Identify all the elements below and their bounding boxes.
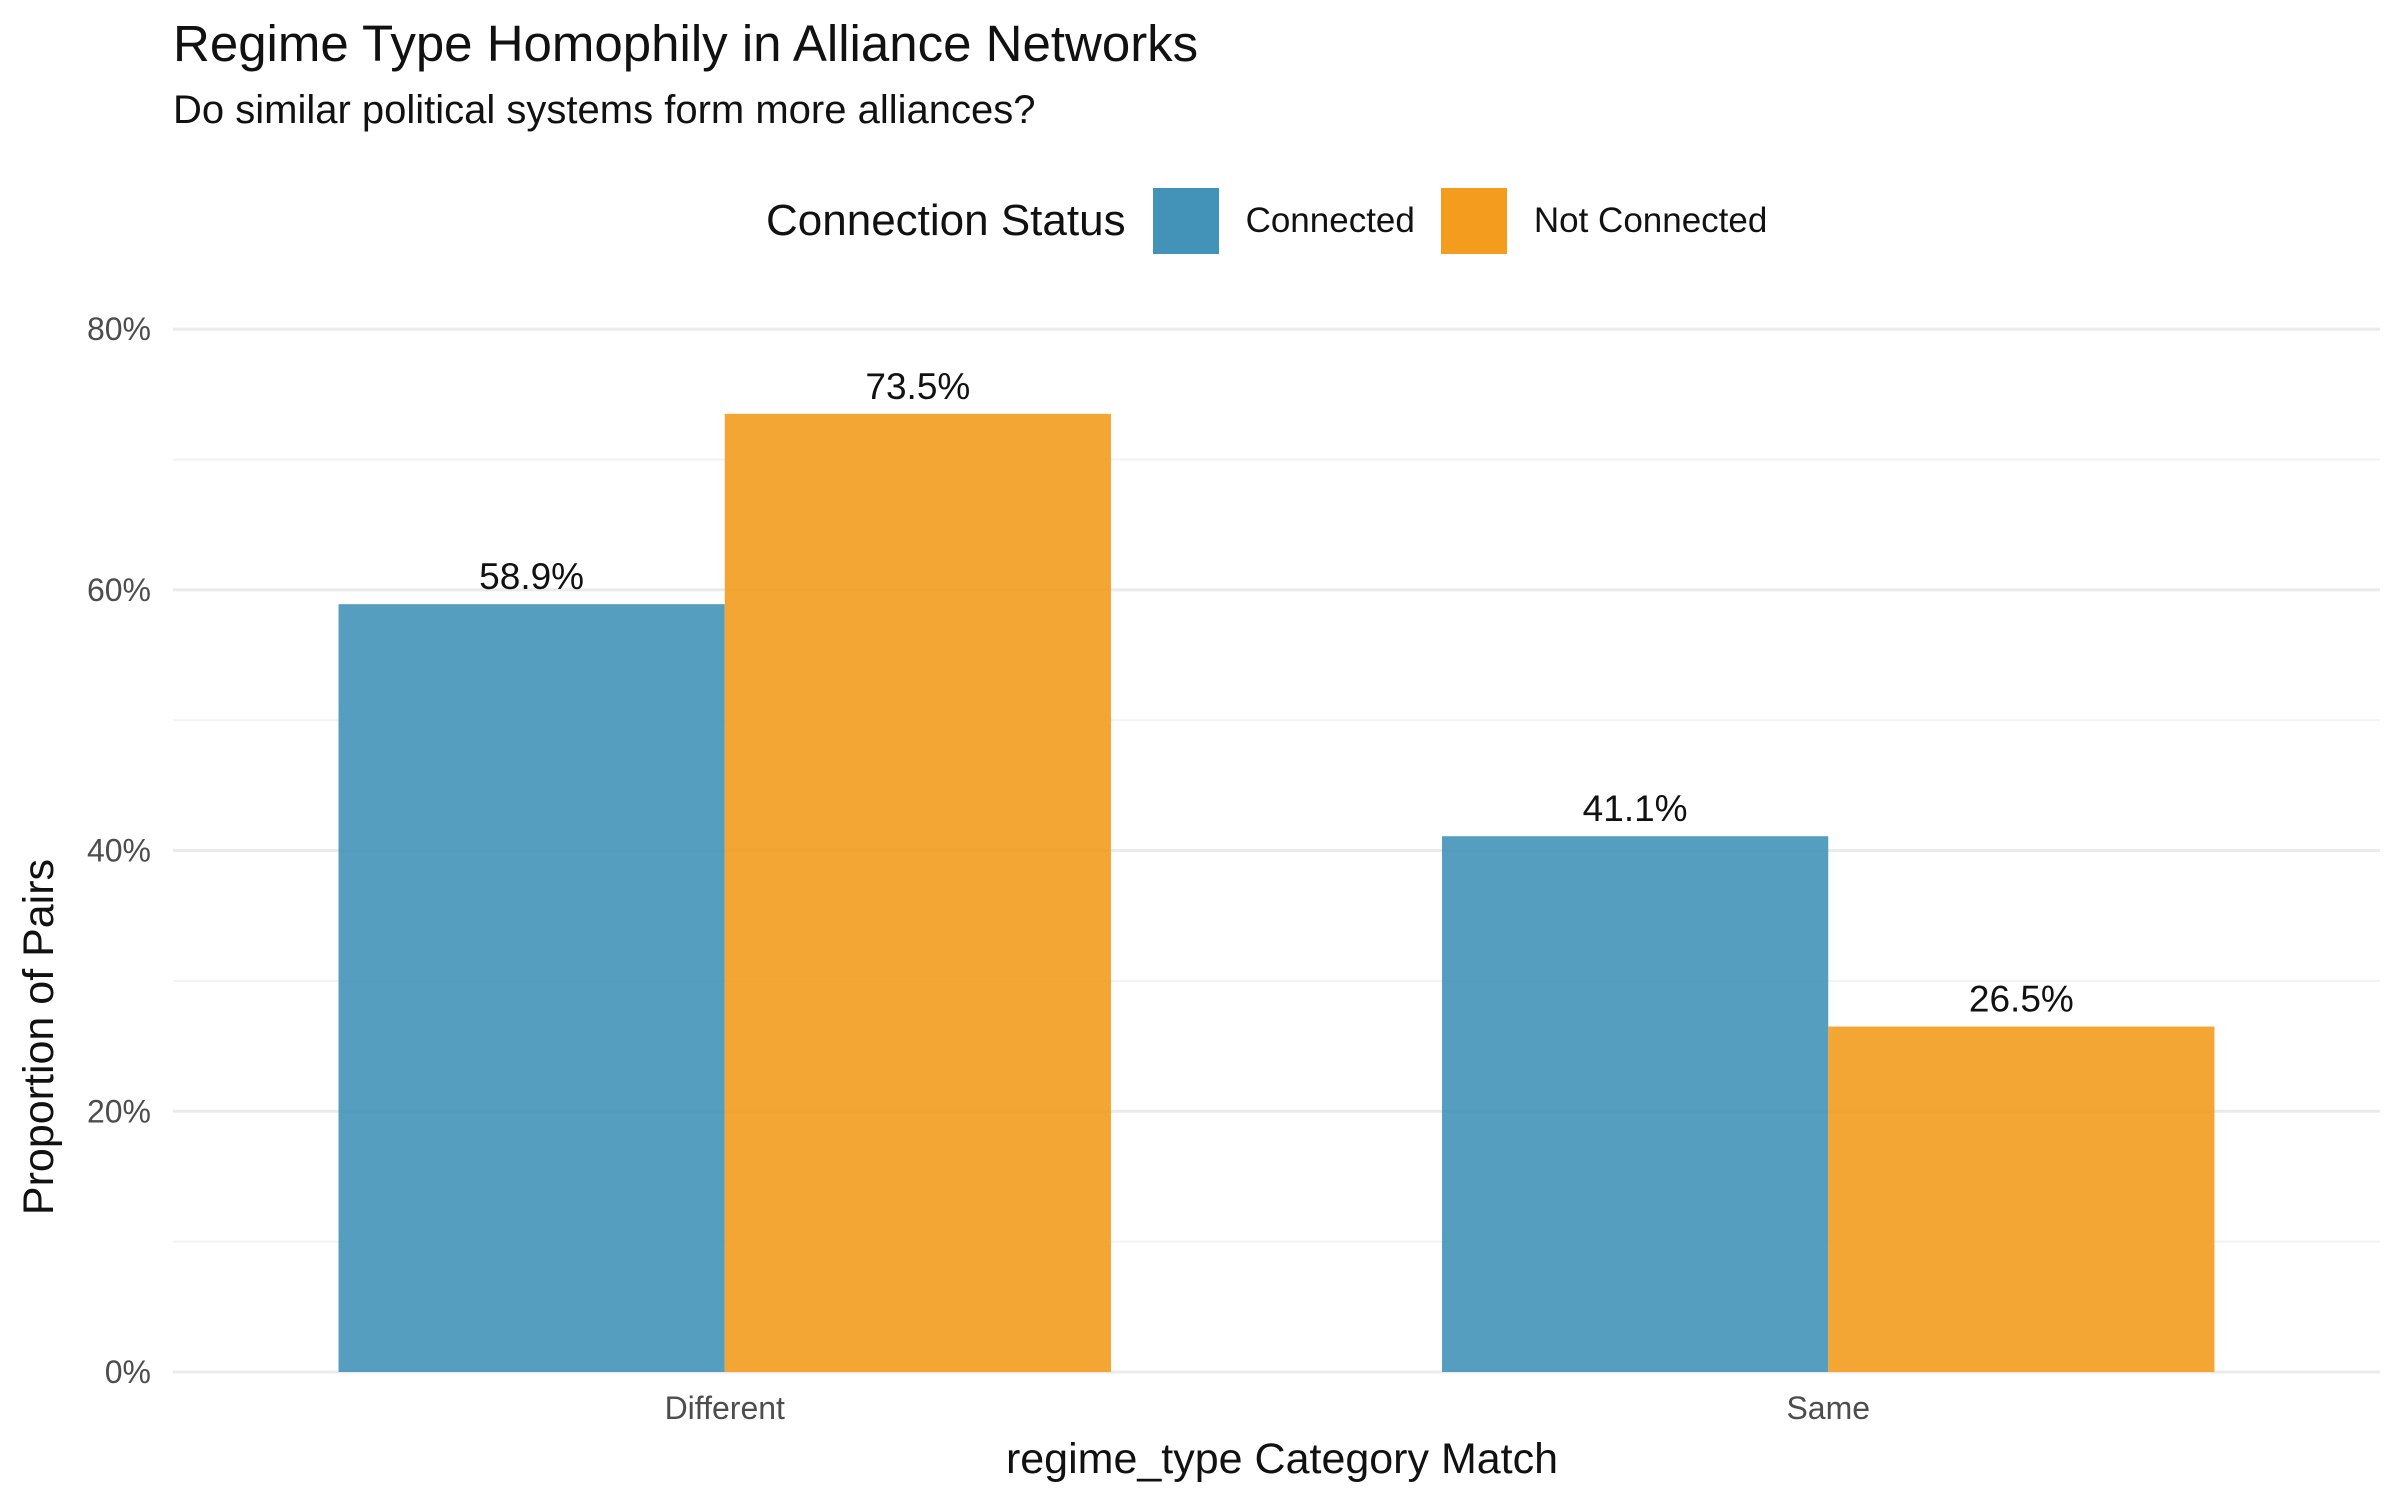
x-tick-label-same: Same [1786,1390,1870,1426]
legend: Connection Status Connected Not Connecte… [766,186,1793,256]
y-tick-label: 0% [105,1354,151,1390]
legend-key-connected [1152,188,1219,254]
x-axis-ticks: Different Same [665,1390,1870,1426]
data-label-different-not-connected: 73.5% [865,366,970,407]
y-axis-ticks: 0% 20% 40% 60% 80% [87,311,151,1390]
chart-title: Regime Type Homophily in Alliance Networ… [173,15,1199,72]
data-label-same-connected: 41.1% [1583,788,1688,829]
bar-different-connected [338,604,725,1372]
bar-same-connected [1442,836,1829,1372]
data-label-same-not-connected: 26.5% [1969,979,2074,1020]
y-tick-label: 40% [87,833,151,869]
bar-same-not-connected [1828,1026,2215,1372]
y-tick-label: 60% [87,572,151,608]
legend-key-not-connected [1440,188,1507,254]
legend-label-connected: Connected [1245,201,1415,240]
legend-item-not-connected: Not Connected [1440,188,1768,254]
legend-label-not-connected: Not Connected [1533,201,1768,240]
chart-subtitle: Do similar political systems form more a… [173,88,1036,132]
data-label-different-connected: 58.9% [479,556,584,597]
bar-different-not-connected [724,413,1111,1372]
y-tick-label: 80% [87,311,151,347]
y-axis-title: Proportion of Pairs [15,859,63,1215]
legend-title: Connection Status [766,196,1126,245]
x-tick-label-different: Different [665,1390,785,1426]
y-tick-label: 20% [87,1093,151,1129]
x-axis-title: regime_type Category Match [1006,1435,1558,1483]
data-labels: 58.9% 73.5% 41.1% 26.5% [479,366,2074,1020]
bars [338,413,2215,1372]
legend-item-connected: Connected [1152,188,1415,254]
